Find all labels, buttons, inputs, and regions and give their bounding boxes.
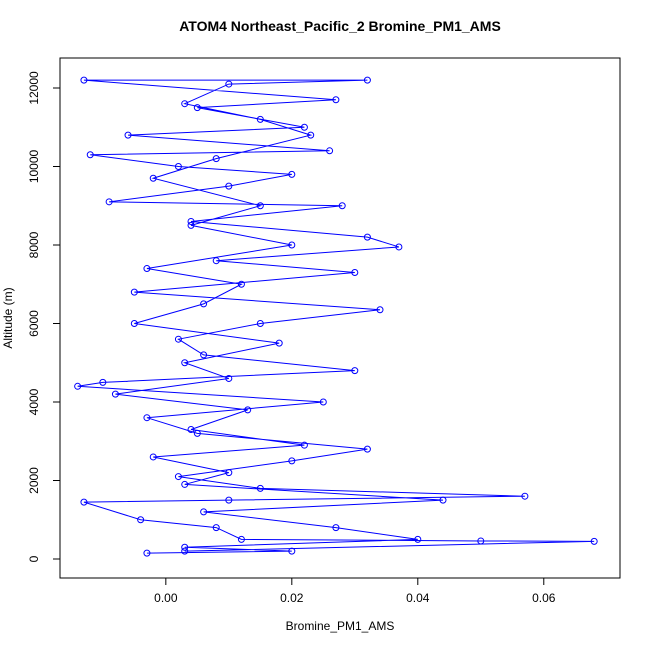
data-point	[200, 351, 208, 359]
data-point	[332, 524, 340, 532]
data-point	[149, 174, 157, 182]
data-point	[187, 217, 195, 225]
data-point	[212, 257, 220, 265]
data-point	[256, 115, 264, 123]
data-point	[244, 406, 252, 414]
data-point	[137, 516, 145, 524]
data-point	[332, 96, 340, 104]
data-point	[181, 359, 189, 367]
data-point	[143, 414, 151, 422]
data-point	[237, 535, 245, 543]
data-point	[80, 76, 88, 84]
plot-frame	[59, 57, 621, 579]
data-point	[143, 265, 151, 273]
data-point	[288, 547, 296, 555]
data-point	[181, 543, 189, 551]
data-point	[111, 390, 119, 398]
data-point	[288, 457, 296, 465]
data-point	[74, 382, 82, 390]
data-point	[237, 280, 245, 288]
data-point	[187, 425, 195, 433]
x-tick-label: 0.06	[532, 591, 556, 605]
data-point	[130, 319, 138, 327]
y-tick-label: 4000	[27, 388, 41, 415]
data-point	[256, 319, 264, 327]
data-point	[477, 537, 485, 545]
data-point	[300, 123, 308, 131]
data-point	[288, 170, 296, 178]
data-point	[225, 80, 233, 88]
data-point	[326, 147, 334, 155]
data-point	[200, 508, 208, 516]
data-point	[130, 288, 138, 296]
data-point	[256, 484, 264, 492]
data-point	[351, 268, 359, 276]
data-point	[300, 441, 308, 449]
data-point	[181, 547, 189, 555]
x-tick-label: 0.00	[154, 591, 178, 605]
data-point	[200, 300, 208, 308]
data-point	[319, 398, 327, 406]
data-point	[439, 496, 447, 504]
data-point	[363, 445, 371, 453]
data-point	[86, 151, 94, 159]
data-point	[521, 492, 529, 500]
data-point	[174, 162, 182, 170]
y-tick-label: 8000	[27, 231, 41, 258]
x-tick-label: 0.04	[406, 591, 430, 605]
data-point	[143, 549, 151, 557]
data-point	[225, 496, 233, 504]
x-tick-label: 0.02	[280, 591, 304, 605]
data-line	[77, 79, 595, 554]
data-point	[288, 241, 296, 249]
data-point	[275, 339, 283, 347]
data-point	[212, 524, 220, 532]
data-point	[376, 306, 384, 314]
data-point	[193, 104, 201, 112]
data-point	[193, 429, 201, 437]
y-tick-label: 12000	[27, 71, 41, 105]
y-tick-label: 0	[27, 555, 41, 562]
y-axis-label: Altitude (m)	[1, 287, 15, 348]
data-point	[225, 469, 233, 477]
data-point	[181, 480, 189, 488]
data-point	[174, 335, 182, 343]
data-point	[414, 535, 422, 543]
data-point	[363, 233, 371, 241]
data-point	[225, 182, 233, 190]
y-tick-label: 6000	[27, 310, 41, 337]
data-point	[187, 221, 195, 229]
data-point	[174, 473, 182, 481]
data-point	[124, 131, 132, 139]
data-point	[307, 131, 315, 139]
y-tick-label: 10000	[27, 149, 41, 183]
x-axis-label: Bromine_PM1_AMS	[286, 619, 395, 633]
data-point	[363, 76, 371, 84]
data-point	[99, 378, 107, 386]
data-point	[351, 367, 359, 375]
data-point	[212, 155, 220, 163]
data-point	[80, 498, 88, 506]
data-point	[590, 537, 598, 545]
data-point	[225, 374, 233, 382]
y-tick-label: 2000	[27, 467, 41, 494]
data-point	[338, 202, 346, 210]
data-point	[395, 243, 403, 251]
data-point	[105, 198, 113, 206]
data-point	[256, 202, 264, 210]
data-point	[181, 100, 189, 108]
data-point	[149, 453, 157, 461]
chart-title: ATOM4 Northeast_Pacific_2 Bromine_PM1_AM…	[179, 18, 501, 34]
